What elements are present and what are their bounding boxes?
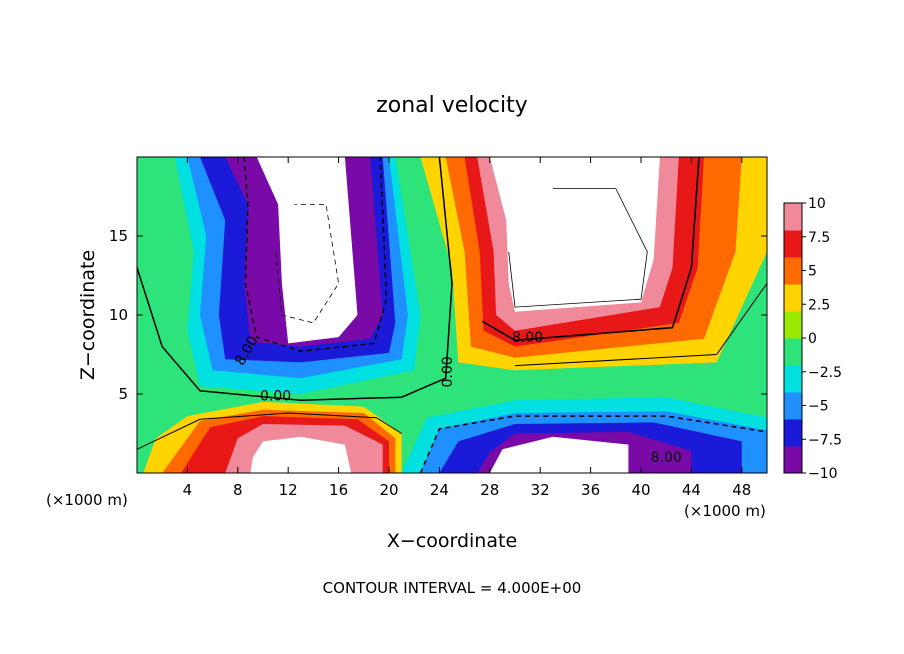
y-axis: 5 10 15 <box>109 227 767 403</box>
contour-interval-note: CONTOUR INTERVAL = 4.000E+00 <box>323 579 582 597</box>
contour-label: 0.00 <box>440 356 456 387</box>
chart-title: zonal velocity <box>376 93 528 118</box>
color-field <box>143 157 767 473</box>
x-tick-label: 4 <box>183 481 193 499</box>
x-axis-label: X−coordinate <box>387 530 517 552</box>
contour-line <box>136 412 402 450</box>
colorbar-swatch <box>784 338 802 366</box>
y-tick-label: 15 <box>109 227 128 245</box>
contour-line <box>419 415 768 474</box>
colorbar-swatch <box>784 284 802 312</box>
x-tick-label: 32 <box>531 481 550 499</box>
x-tick-label: 44 <box>682 481 701 499</box>
contour-lines <box>136 156 768 474</box>
x-axis: 4 8 12 16 20 24 28 32 36 40 44 48 <box>183 157 751 499</box>
colorbar-tick-label: 0 <box>808 331 817 347</box>
color-region <box>250 436 352 473</box>
contour-label: 8.00 <box>512 330 543 346</box>
x-tick-label: 20 <box>379 481 398 499</box>
colorbar-swatch <box>784 203 802 231</box>
x-tick-label: 24 <box>430 481 449 499</box>
colorbar-swatch <box>784 392 802 420</box>
colorbar: 10 7.5 5 2.5 0 −2.5 −5 −7.5 −10 <box>783 196 842 482</box>
x-tick-label: 36 <box>581 481 600 499</box>
colorbar-tick-label: 10 <box>808 196 826 212</box>
colorbar-tick-label: −10 <box>808 466 838 482</box>
color-region <box>489 157 660 312</box>
contour-line <box>136 156 453 402</box>
colorbar-swatch <box>784 365 802 393</box>
x-tick-label: 16 <box>329 481 348 499</box>
contour-line <box>275 203 340 324</box>
colorbar-tick-label: −2.5 <box>808 365 842 381</box>
x-tick-label: 48 <box>732 481 751 499</box>
y-tick-label: 5 <box>118 385 128 403</box>
colorbar-swatch <box>784 311 802 339</box>
x-tick-label: 8 <box>233 481 243 499</box>
contour-line <box>508 188 648 308</box>
color-region <box>256 157 358 344</box>
colorbar-tick-label: −7.5 <box>808 432 842 448</box>
colorbar-tick-label: 2.5 <box>808 297 830 313</box>
y-tick-label: 10 <box>109 306 128 324</box>
plot-area: 8.00 8.000.000.008.00 <box>136 156 768 474</box>
contour-line <box>481 156 700 342</box>
colorbar-swatch <box>784 446 802 474</box>
contour-line <box>514 283 768 367</box>
colorbar-swatch <box>784 230 802 258</box>
colorbar-tick-label: 7.5 <box>808 230 830 246</box>
x-unit-right: (×1000 m) <box>684 502 766 520</box>
x-tick-label: 28 <box>480 481 499 499</box>
contour-label: 0.00 <box>260 388 291 404</box>
y-axis-label: Z−coordinate <box>77 250 99 380</box>
colorbar-swatch <box>784 419 802 447</box>
contour-label: 8.00 <box>651 450 682 466</box>
x-tick-label: 12 <box>279 481 298 499</box>
colorbar-tick-label: −5 <box>808 399 829 415</box>
x-unit-left: (×1000 m) <box>46 491 128 509</box>
x-tick-label: 40 <box>631 481 650 499</box>
colorbar-tick-label: 5 <box>808 264 817 280</box>
colorbar-swatch <box>784 257 802 285</box>
color-region <box>489 436 629 473</box>
